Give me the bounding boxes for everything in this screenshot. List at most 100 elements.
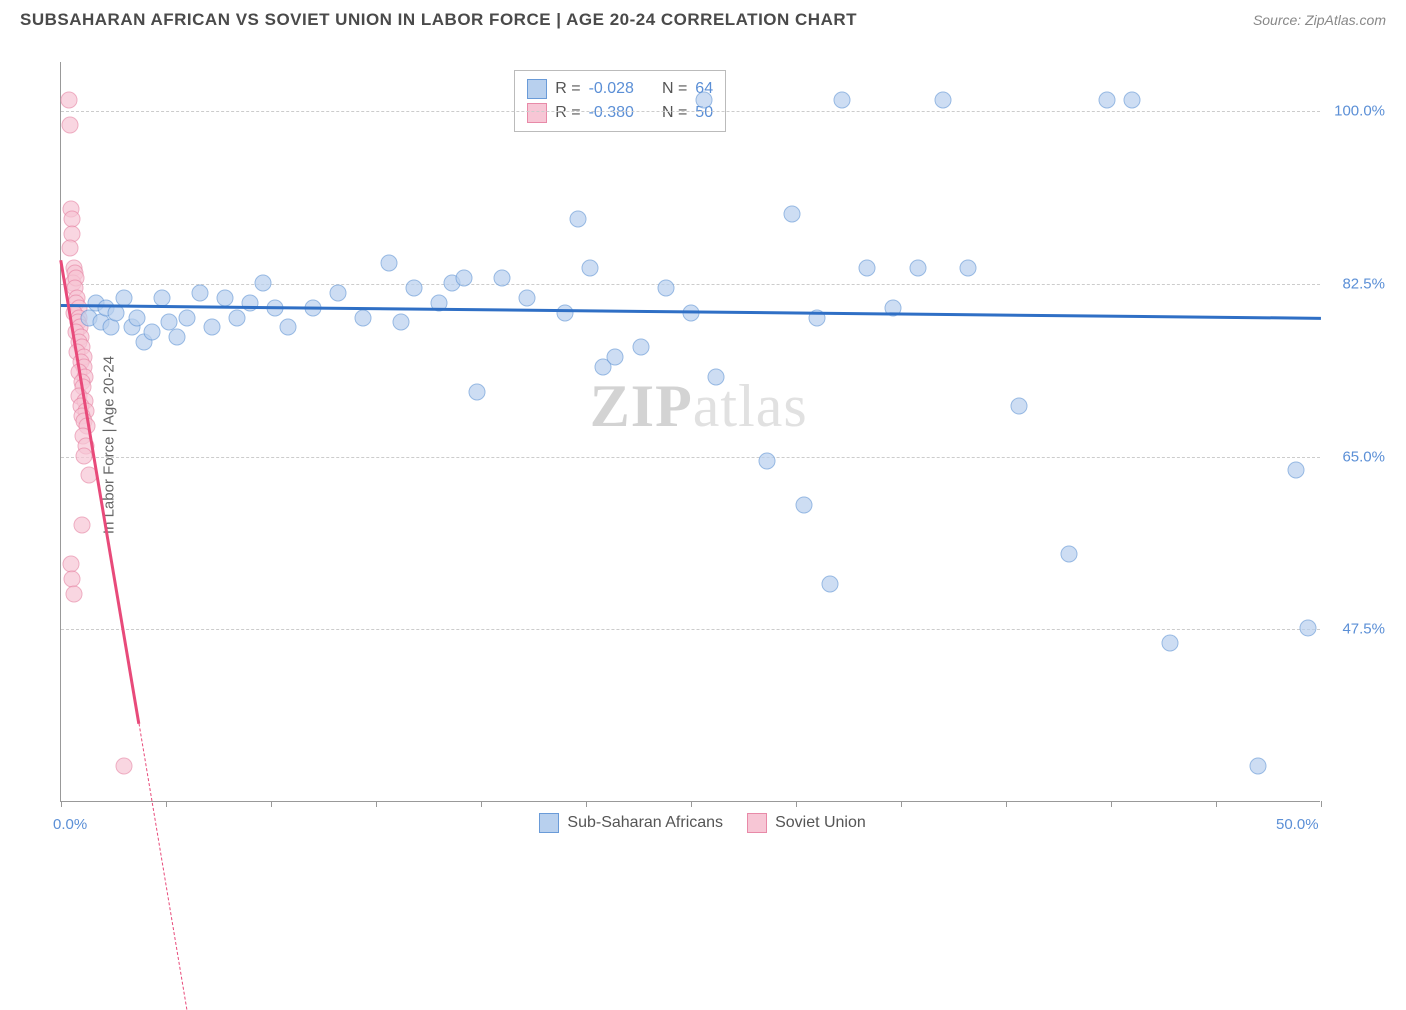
data-point bbox=[456, 270, 473, 287]
watermark: ZIPatlas bbox=[590, 372, 808, 441]
data-point bbox=[1124, 92, 1141, 109]
n-label: N = bbox=[662, 104, 687, 122]
data-point bbox=[355, 309, 372, 326]
data-point bbox=[254, 275, 271, 292]
data-point bbox=[582, 260, 599, 277]
x-tick bbox=[1321, 801, 1322, 807]
data-point bbox=[216, 289, 233, 306]
legend-label: Sub-Saharan Africans bbox=[567, 814, 723, 832]
data-point bbox=[61, 240, 78, 257]
data-point bbox=[74, 516, 91, 533]
data-point bbox=[632, 339, 649, 356]
legend-item: Soviet Union bbox=[747, 813, 866, 833]
x-tick bbox=[376, 801, 377, 807]
x-tick bbox=[691, 801, 692, 807]
data-point bbox=[708, 368, 725, 385]
data-point bbox=[393, 314, 410, 331]
trend-line-extrapolated bbox=[139, 723, 188, 1009]
data-point bbox=[204, 319, 221, 336]
data-point bbox=[153, 289, 170, 306]
x-tick bbox=[1111, 801, 1112, 807]
data-point bbox=[65, 585, 82, 602]
y-tick-label: 100.0% bbox=[1334, 103, 1385, 120]
y-tick-label: 47.5% bbox=[1342, 621, 1385, 638]
data-point bbox=[60, 92, 77, 109]
data-point bbox=[859, 260, 876, 277]
x-tick bbox=[166, 801, 167, 807]
data-point bbox=[1300, 620, 1317, 637]
data-point bbox=[61, 117, 78, 134]
r-value: -0.380 bbox=[589, 104, 634, 122]
series-legend: Sub-Saharan Africans Soviet Union bbox=[539, 813, 865, 833]
x-tick-label: 0.0% bbox=[53, 816, 87, 833]
x-tick bbox=[61, 801, 62, 807]
data-point bbox=[179, 309, 196, 326]
data-point bbox=[103, 319, 120, 336]
data-point bbox=[557, 304, 574, 321]
legend-swatch bbox=[527, 79, 547, 99]
data-point bbox=[783, 205, 800, 222]
data-point bbox=[960, 260, 977, 277]
legend-swatch bbox=[539, 813, 559, 833]
legend-swatch bbox=[527, 103, 547, 123]
x-tick bbox=[1216, 801, 1217, 807]
data-point bbox=[1061, 546, 1078, 563]
data-point bbox=[821, 575, 838, 592]
x-tick bbox=[901, 801, 902, 807]
n-label: N = bbox=[662, 80, 687, 98]
r-label: R = bbox=[555, 104, 580, 122]
data-point bbox=[1250, 758, 1267, 775]
x-tick bbox=[271, 801, 272, 807]
data-point bbox=[1098, 92, 1115, 109]
data-point bbox=[168, 329, 185, 346]
data-point bbox=[405, 279, 422, 296]
stats-row: R = -0.380N = 50 bbox=[527, 101, 713, 125]
data-point bbox=[1010, 398, 1027, 415]
y-tick-label: 82.5% bbox=[1342, 276, 1385, 293]
plot-area: ZIPatlas R = -0.028N = 64R = -0.380N = 5… bbox=[60, 62, 1320, 802]
data-point bbox=[1161, 635, 1178, 652]
data-point bbox=[834, 92, 851, 109]
x-tick bbox=[481, 801, 482, 807]
data-point bbox=[796, 497, 813, 514]
x-tick-label: 50.0% bbox=[1276, 816, 1319, 833]
gridline bbox=[61, 457, 1320, 458]
data-point bbox=[191, 284, 208, 301]
data-point bbox=[1287, 462, 1304, 479]
data-point bbox=[468, 383, 485, 400]
x-tick bbox=[796, 801, 797, 807]
data-point bbox=[128, 309, 145, 326]
data-point bbox=[380, 255, 397, 272]
x-tick bbox=[1006, 801, 1007, 807]
data-point bbox=[242, 294, 259, 311]
data-point bbox=[76, 447, 93, 464]
data-point bbox=[330, 284, 347, 301]
data-point bbox=[229, 309, 246, 326]
data-point bbox=[607, 349, 624, 366]
chart-title: SUBSAHARAN AFRICAN VS SOVIET UNION IN LA… bbox=[20, 10, 857, 30]
stats-row: R = -0.028N = 64 bbox=[527, 77, 713, 101]
chart-container: In Labor Force | Age 20-24 ZIPatlas R = … bbox=[50, 50, 1380, 840]
source-attribution: Source: ZipAtlas.com bbox=[1253, 12, 1386, 28]
x-tick bbox=[586, 801, 587, 807]
data-point bbox=[569, 210, 586, 227]
y-tick-label: 65.0% bbox=[1342, 448, 1385, 465]
legend-label: Soviet Union bbox=[775, 814, 866, 832]
data-point bbox=[116, 758, 133, 775]
gridline bbox=[61, 284, 1320, 285]
legend-item: Sub-Saharan Africans bbox=[539, 813, 723, 833]
data-point bbox=[657, 279, 674, 296]
data-point bbox=[758, 452, 775, 469]
gridline bbox=[61, 629, 1320, 630]
data-point bbox=[519, 289, 536, 306]
data-point bbox=[909, 260, 926, 277]
r-label: R = bbox=[555, 80, 580, 98]
data-point bbox=[494, 270, 511, 287]
gridline bbox=[61, 111, 1320, 112]
data-point bbox=[935, 92, 952, 109]
r-value: -0.028 bbox=[589, 80, 634, 98]
data-point bbox=[143, 324, 160, 341]
data-point bbox=[695, 92, 712, 109]
legend-swatch bbox=[747, 813, 767, 833]
data-point bbox=[279, 319, 296, 336]
